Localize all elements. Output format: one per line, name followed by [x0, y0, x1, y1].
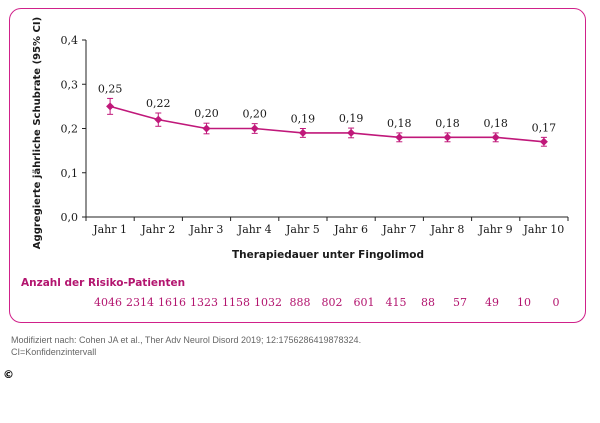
- y-tick-label: 0,4: [61, 34, 79, 47]
- risk-count: 2314: [126, 296, 154, 309]
- data-label: 0,22: [146, 97, 171, 110]
- x-tick-label: Jahr 1: [92, 223, 127, 236]
- risk-count: 0: [553, 296, 560, 309]
- risk-table-values: 4046 2314 1616 1323 1158 1032 888 802 601 415 88 57…: [94, 296, 560, 309]
- data-point: [298, 128, 307, 137]
- data-label: 0,18: [483, 117, 508, 130]
- risk-count: 88: [421, 296, 435, 309]
- x-tick-label: Jahr 2: [140, 223, 175, 236]
- data-label: 0,19: [339, 112, 364, 125]
- x-tick-label: Jahr 7: [381, 223, 416, 236]
- data-point: [395, 133, 404, 142]
- risk-count: 4046: [94, 296, 122, 309]
- line-chart: Aggregierte jährliche Schubrate (95% CI)…: [21, 17, 569, 309]
- y-ticks: 0,0 0,1 0,2 0,3 0,4: [61, 34, 86, 224]
- data-point: [154, 115, 163, 124]
- risk-count: 49: [485, 296, 499, 309]
- data-label: 0,25: [98, 82, 123, 95]
- risk-count: 888: [290, 296, 311, 309]
- x-tick-label: Jahr 5: [285, 223, 320, 236]
- risk-count: 1158: [222, 296, 250, 309]
- y-tick-label: 0,2: [61, 123, 79, 136]
- data-point: [202, 124, 211, 133]
- x-axis-label: Therapiedauer unter Fingolimod: [232, 249, 424, 261]
- y-tick-label: 0,3: [61, 78, 79, 91]
- data-point: [347, 128, 356, 137]
- x-tick-label: Jahr 8: [430, 223, 465, 236]
- risk-count: 601: [354, 296, 375, 309]
- data-label: 0,17: [532, 121, 557, 134]
- data-point: [106, 102, 115, 111]
- risk-table-title: Anzahl der Risiko-Patienten: [21, 277, 185, 289]
- source-note: Modifiziert nach: Cohen JA et al., Ther …: [11, 334, 361, 358]
- series-line: 0,25 0,22 0,20 0,20 0,19 0,19 0,18 0,18 0,18 0,17: [98, 82, 557, 147]
- data-label: 0,18: [435, 117, 460, 130]
- data-label: 0,20: [242, 108, 267, 121]
- y-tick-label: 0,0: [61, 211, 79, 224]
- y-tick-label: 0,1: [61, 167, 79, 180]
- source-citation: Modifiziert nach: Cohen JA et al., Ther …: [11, 335, 362, 345]
- x-tick-label: Jahr 10: [522, 223, 564, 236]
- series-line-path: [109, 105, 544, 143]
- ci-definition: CI=Konfidenzintervall: [11, 347, 97, 357]
- data-point: [250, 124, 259, 133]
- risk-count: 802: [322, 296, 343, 309]
- copyright-mark: ©: [3, 368, 14, 381]
- data-point: [443, 133, 452, 142]
- data-point: [491, 133, 500, 142]
- y-axis-label: Aggregierte jährliche Schubrate (95% CI): [32, 17, 43, 249]
- risk-count: 1323: [190, 296, 218, 309]
- risk-count: 1032: [254, 296, 282, 309]
- x-tick-label: Jahr 6: [333, 223, 368, 236]
- x-ticks: Jahr 1 Jahr 2 Jahr 3 Jahr 4 Jahr 5 Jahr 6 Jahr…: [85, 217, 569, 236]
- risk-count: 57: [453, 296, 467, 309]
- risk-count: 1616: [158, 296, 186, 309]
- data-label: 0,19: [291, 113, 316, 126]
- data-label: 0,20: [194, 107, 219, 120]
- x-tick-label: Jahr 9: [478, 223, 513, 236]
- risk-count: 415: [386, 296, 407, 309]
- x-tick-label: Jahr 4: [237, 223, 272, 236]
- x-tick-label: Jahr 3: [189, 223, 224, 236]
- risk-count: 10: [517, 296, 531, 309]
- data-point: [539, 137, 548, 146]
- chart-frame: [9, 8, 586, 323]
- data-label: 0,18: [387, 117, 412, 130]
